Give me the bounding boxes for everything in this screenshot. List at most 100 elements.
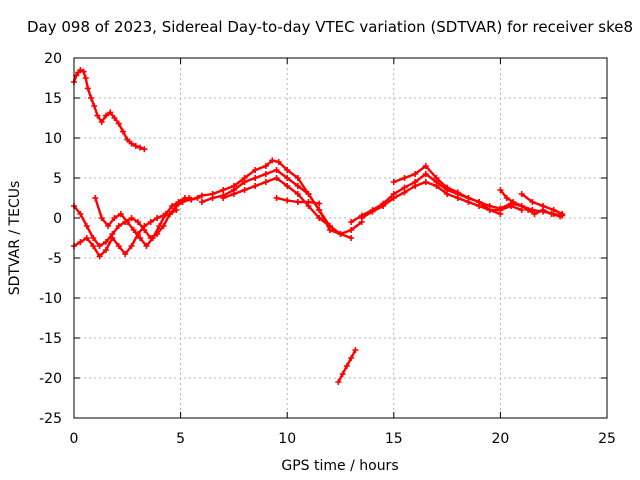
y-axis-label: SDTVAR / TECUs [7,181,23,296]
data-point [102,239,109,245]
data-point [510,199,517,205]
series-arc-low-dip [335,347,359,385]
y-tick-label: 10 [44,131,62,147]
data-point [120,128,127,135]
data-point [486,207,493,213]
data-point [284,197,291,204]
series-arc-east-5 [518,191,566,217]
data-point [380,203,387,209]
data-point [252,175,259,181]
data-point [102,112,109,119]
data-point [209,195,216,201]
data-point [241,187,248,193]
data-point [559,211,566,217]
data-point [130,227,137,233]
data-point [105,223,112,229]
data-point [550,207,557,213]
data-point [252,167,259,173]
data-point [273,167,280,173]
data-point [92,195,99,201]
data-point [305,191,312,197]
data-point [454,195,461,201]
data-point [262,163,269,169]
data-point [98,215,105,221]
chart-title: Day 098 of 2023, Sidereal Day-to-day VTE… [27,18,633,36]
data-point [115,120,122,127]
data-point [220,195,227,201]
x-tick-label: 15 [385,431,403,447]
data-point [252,183,259,189]
data-point [96,243,103,249]
series-arc-low-b [71,207,180,260]
data-point [548,211,555,217]
data-point [117,211,124,217]
data-point [109,235,116,241]
x-tick-label: 0 [70,431,79,447]
data-point [91,103,98,109]
data-point [141,146,148,153]
data-point [128,243,135,249]
data-point [128,215,135,221]
data-point [508,203,515,209]
series-arc-mid-3 [220,175,333,229]
data-point [540,203,547,209]
data-point [422,171,429,177]
ticks [73,57,608,419]
series-arc-high [71,67,148,153]
data-point [173,207,180,213]
data-point [143,243,150,249]
y-tick-label: 20 [44,51,62,67]
series-line [360,180,523,220]
x-tick-label: 20 [491,431,509,447]
data-point [90,235,97,241]
data-point [401,189,408,196]
x-tick-label: 10 [278,431,296,447]
data-point [96,253,103,260]
data-point [269,157,276,164]
data-point [169,203,176,209]
data-point [102,247,109,253]
series-group [71,67,566,385]
y-tick-label: -5 [48,251,62,267]
data-point [82,75,89,81]
data-point [348,227,355,233]
x-tick-label: 5 [176,431,185,447]
data-point [284,175,291,181]
data-point [137,235,144,241]
data-point [77,67,84,73]
data-point [422,163,429,169]
data-point [90,243,97,249]
data-point [497,211,504,217]
data-point [83,235,90,241]
data-point [412,183,419,189]
data-point [115,243,122,249]
data-point [177,199,184,205]
data-point [188,196,195,203]
series-line [72,68,146,151]
data-point [149,235,156,241]
data-point [84,85,91,92]
data-point [444,184,451,191]
data-point [444,191,451,197]
data-point [348,235,355,241]
data-point [531,211,538,217]
data-point [88,95,95,101]
y-tick-label: -15 [39,331,62,347]
data-point [465,195,472,201]
data-point [294,183,301,189]
data-point [390,179,397,185]
data-point [294,199,301,205]
data-point [122,251,129,257]
y-tick-label: 0 [53,211,62,227]
series-arc-plateau [273,195,323,207]
series-arc-low-c [92,195,201,249]
data-point [503,195,510,201]
data-point [529,199,536,205]
data-point [294,191,301,197]
data-point [352,347,359,353]
data-point [134,219,141,225]
series-arc-east-4 [497,187,564,220]
data-point [137,144,144,151]
data-point [154,215,161,221]
data-point [433,175,440,181]
